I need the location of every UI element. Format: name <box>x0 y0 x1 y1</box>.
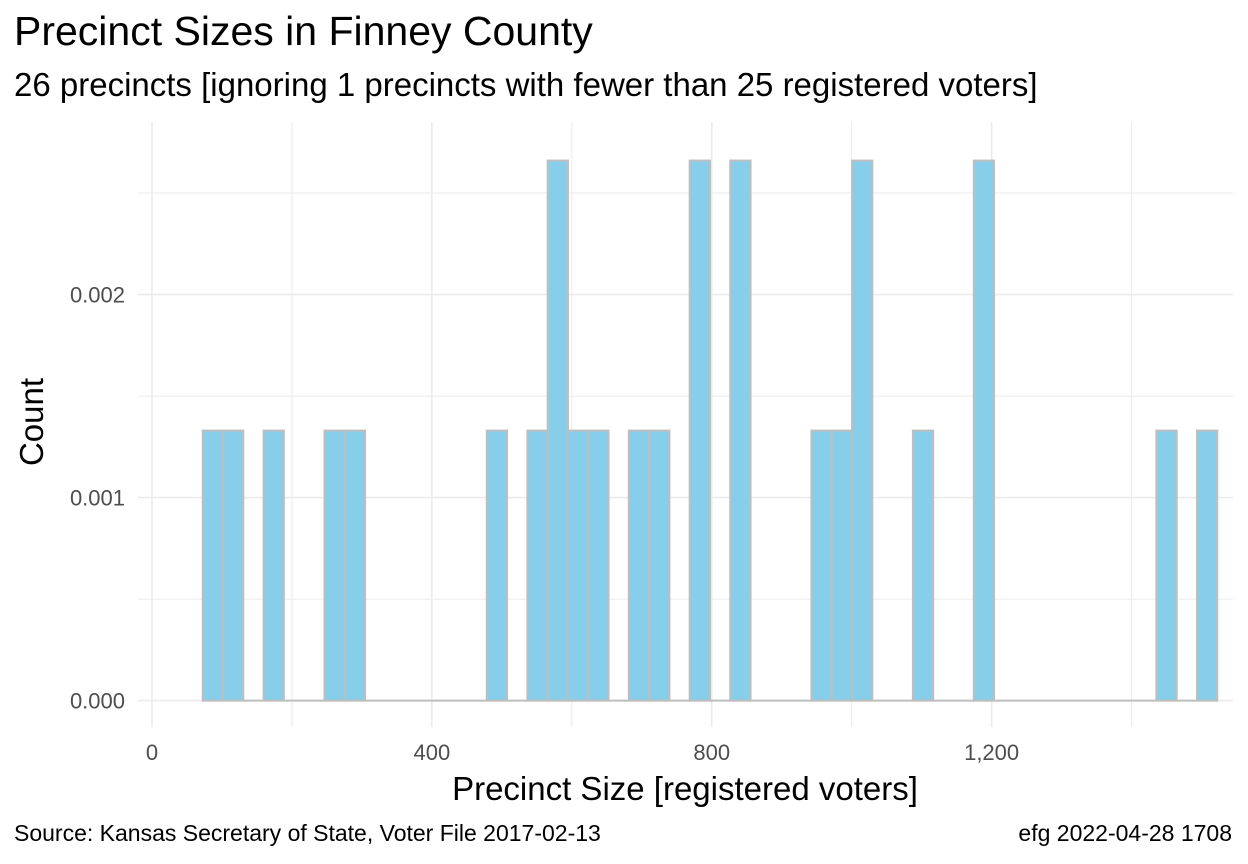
y-tick-label: 0.002 <box>70 283 125 308</box>
minor-gridlines <box>138 122 1233 727</box>
major-gridlines <box>138 122 1233 727</box>
histogram-bar <box>323 429 346 702</box>
y-axis-ticks: 0.000 0.001 0.002 <box>70 283 125 714</box>
source-caption: Source: Kansas Secretary of State, Voter… <box>14 820 601 846</box>
chart-subtitle: 26 precincts [ignoring 1 precincts with … <box>14 66 1038 103</box>
histogram-bar <box>1195 429 1219 702</box>
histogram-bar <box>729 159 752 702</box>
x-tick-label: 400 <box>414 740 451 765</box>
histogram-bar <box>222 429 245 702</box>
histogram-bar <box>688 159 711 702</box>
histogram-bar <box>972 159 996 702</box>
histogram-bar <box>587 429 610 702</box>
histogram-bar <box>546 159 569 702</box>
histogram-bar <box>627 429 651 702</box>
histogram-bar <box>201 429 225 702</box>
y-tick-label: 0.001 <box>70 486 125 511</box>
histogram-bar <box>526 429 549 702</box>
x-axis-ticks: 0 400 800 1,200 <box>146 740 1019 765</box>
histogram-bar <box>648 429 671 702</box>
histogram-bars <box>201 159 1219 702</box>
x-tick-label: 800 <box>693 740 730 765</box>
chart-title: Precinct Sizes in Finney County <box>14 8 593 54</box>
histogram-bar <box>851 159 874 702</box>
histogram-bar <box>911 429 935 702</box>
histogram-bar <box>830 429 854 702</box>
x-tick-label: 1,200 <box>964 740 1019 765</box>
histogram-bar <box>485 429 509 702</box>
y-axis-title: Count <box>13 378 50 466</box>
x-axis-title: Precinct Size [registered voters] <box>452 770 918 807</box>
histogram-bar <box>810 429 833 702</box>
histogram-bar <box>343 429 367 702</box>
histogram-bar <box>566 429 590 702</box>
histogram-bar <box>1155 429 1178 702</box>
credit-caption: efg 2022-04-28 1708 <box>1018 820 1232 846</box>
x-tick-label: 0 <box>146 740 158 765</box>
histogram-bar <box>262 429 285 702</box>
y-tick-label: 0.000 <box>70 689 125 714</box>
